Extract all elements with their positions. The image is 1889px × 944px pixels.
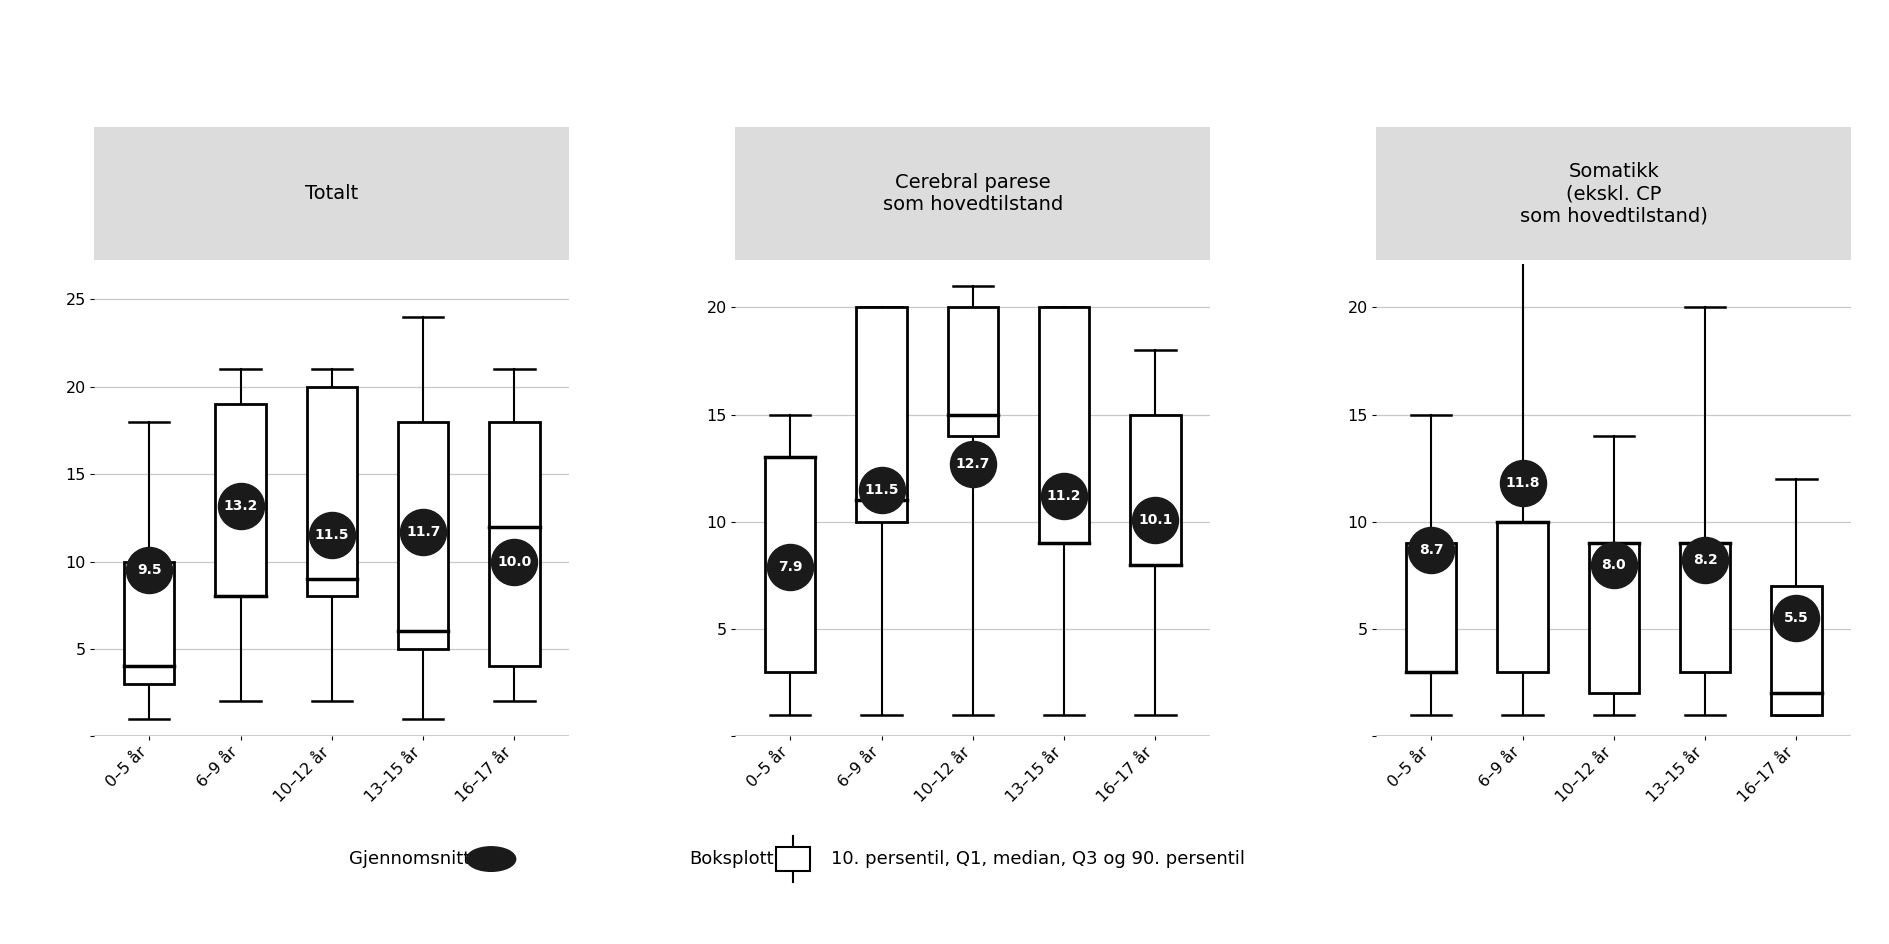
Point bbox=[1141, 512, 1171, 527]
Bar bbox=[1772, 586, 1821, 715]
Text: Somatikk
(ekskl. CP
som hovedtilstand): Somatikk (ekskl. CP som hovedtilstand) bbox=[1521, 162, 1708, 225]
Bar bbox=[125, 562, 174, 683]
Text: 12.7: 12.7 bbox=[956, 457, 990, 471]
Bar bbox=[489, 422, 540, 666]
Text: Totalt: Totalt bbox=[306, 184, 359, 203]
Bar bbox=[399, 422, 448, 649]
Point bbox=[1048, 488, 1079, 503]
Point bbox=[408, 524, 438, 539]
Bar bbox=[215, 404, 266, 597]
Text: 8.2: 8.2 bbox=[1693, 553, 1717, 567]
Text: 10. persentil, Q1, median, Q3 og 90. persentil: 10. persentil, Q1, median, Q3 og 90. per… bbox=[831, 850, 1245, 868]
Point bbox=[958, 456, 988, 471]
Text: 8.0: 8.0 bbox=[1602, 558, 1626, 572]
Point bbox=[317, 528, 348, 543]
Bar bbox=[1498, 522, 1547, 672]
Text: Boksplott: Boksplott bbox=[689, 850, 774, 868]
Text: 11.2: 11.2 bbox=[1047, 489, 1081, 503]
Text: Cerebral parese
som hovedtilstand: Cerebral parese som hovedtilstand bbox=[882, 173, 1064, 214]
Text: 7.9: 7.9 bbox=[778, 560, 803, 574]
Bar bbox=[306, 387, 357, 597]
Text: 11.5: 11.5 bbox=[865, 482, 899, 497]
Point bbox=[1781, 611, 1812, 626]
Bar bbox=[1589, 543, 1640, 694]
Text: 5.5: 5.5 bbox=[1783, 612, 1810, 625]
Point bbox=[499, 554, 529, 569]
Point bbox=[1691, 553, 1721, 568]
Point bbox=[1598, 557, 1628, 572]
Point bbox=[1507, 476, 1538, 491]
Text: Gjennomsnitt: Gjennomsnitt bbox=[349, 850, 470, 868]
Point bbox=[1417, 542, 1447, 557]
Text: 9.5: 9.5 bbox=[136, 564, 162, 577]
Bar bbox=[1130, 414, 1181, 565]
Bar bbox=[1405, 543, 1456, 672]
Text: 11.5: 11.5 bbox=[315, 529, 349, 542]
Bar bbox=[856, 307, 907, 522]
Bar bbox=[948, 307, 997, 436]
Bar bbox=[1679, 543, 1730, 672]
Point bbox=[225, 498, 255, 514]
Point bbox=[774, 559, 805, 574]
Text: 11.8: 11.8 bbox=[1506, 476, 1540, 490]
Text: 13.2: 13.2 bbox=[223, 498, 257, 513]
Point bbox=[867, 482, 897, 497]
Bar bbox=[1039, 307, 1090, 543]
Point bbox=[134, 563, 164, 578]
Text: 11.7: 11.7 bbox=[406, 525, 440, 539]
Text: 10.1: 10.1 bbox=[1139, 513, 1173, 527]
Bar bbox=[765, 458, 816, 672]
Text: 10.0: 10.0 bbox=[497, 554, 531, 568]
Text: 8.7: 8.7 bbox=[1419, 543, 1443, 557]
